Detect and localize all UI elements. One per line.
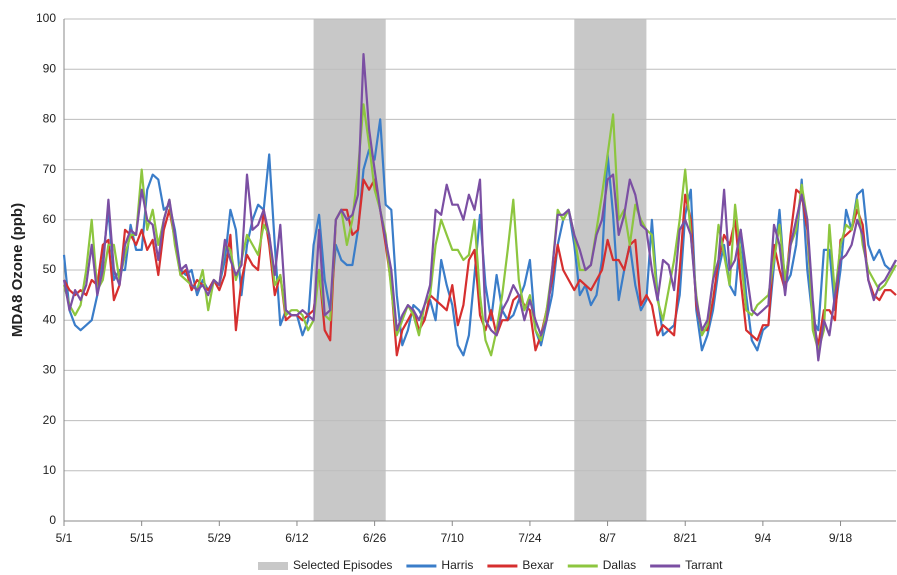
y-tick-label: 70 bbox=[43, 162, 57, 176]
x-tick-label: 5/29 bbox=[208, 531, 232, 545]
y-tick-label: 40 bbox=[43, 312, 57, 326]
y-tick-label: 90 bbox=[43, 61, 57, 75]
y-tick-label: 0 bbox=[49, 513, 56, 527]
legend-label: Bexar bbox=[522, 558, 553, 572]
x-tick-label: 9/4 bbox=[755, 531, 772, 545]
x-tick-label: 8/21 bbox=[674, 531, 698, 545]
y-tick-label: 80 bbox=[43, 112, 57, 126]
x-tick-label: 9/18 bbox=[829, 531, 853, 545]
y-tick-label: 60 bbox=[43, 212, 57, 226]
legend-label: Selected Episodes bbox=[293, 558, 392, 572]
series-line bbox=[62, 103, 897, 357]
x-tick-label: 5/15 bbox=[130, 531, 154, 545]
legend-label: Tarrant bbox=[685, 558, 723, 572]
y-tick-label: 50 bbox=[43, 262, 57, 276]
legend-swatch bbox=[258, 562, 288, 570]
series-line bbox=[62, 52, 897, 362]
x-tick-label: 7/10 bbox=[441, 531, 465, 545]
y-axis-title: MDA8 Ozone (ppb) bbox=[9, 203, 26, 337]
legend-label: Harris bbox=[441, 558, 473, 572]
y-tick-label: 20 bbox=[43, 413, 57, 427]
x-tick-label: 6/26 bbox=[363, 531, 387, 545]
y-tick-label: 10 bbox=[43, 463, 57, 477]
x-tick-label: 5/1 bbox=[56, 531, 73, 545]
series-line bbox=[62, 118, 897, 357]
x-tick-label: 8/7 bbox=[599, 531, 616, 545]
legend-label: Dallas bbox=[603, 558, 636, 572]
y-tick-label: 100 bbox=[36, 11, 56, 25]
y-tick-label: 30 bbox=[43, 363, 57, 377]
x-tick-label: 7/24 bbox=[518, 531, 542, 545]
x-tick-label: 6/12 bbox=[285, 531, 309, 545]
